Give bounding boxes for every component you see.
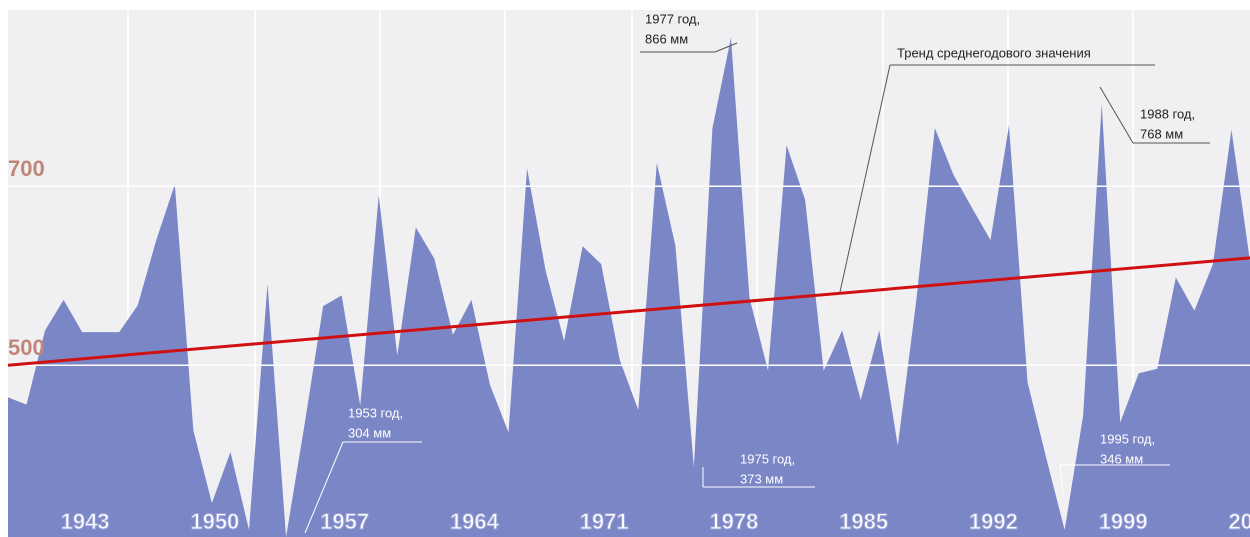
y-tick-label: 700 [8,156,45,181]
x-tick-label: 1964 [450,509,500,534]
annotation-text: 866 мм [645,31,688,46]
annotation-leader [714,42,738,53]
x-tick-label: 1950 [190,509,239,534]
annotation-text: 346 мм [1100,451,1143,466]
y-tick-label: 500 [8,335,45,360]
annotation-leader [1059,464,1064,496]
annotation-leader [1099,86,1134,144]
x-tick-label: 2006 [1228,509,1250,534]
x-tick-label: 1992 [969,509,1018,534]
annotation-leader [839,64,891,293]
annotation-text: 1977 год, [645,11,700,26]
x-tick-label: 1957 [320,509,369,534]
annotation-leader [304,441,344,534]
annotation-text: 1975 год, [740,451,795,466]
x-tick-label: 1978 [709,509,758,534]
area [8,37,1250,537]
x-tick-label: 1943 [61,509,110,534]
trend-label: Тренд среднегодового значения [897,45,1091,60]
annotation-text: 304 мм [348,425,391,440]
x-tick-label: 1999 [1099,509,1148,534]
annotation-text: 373 мм [740,471,783,486]
annotation-text: 1995 год, [1100,431,1155,446]
trend-line [7,256,1250,367]
annotation-text: 1988 год, [1140,106,1195,121]
x-tick-label: 1985 [839,509,888,534]
annotation-text: 768 мм [1140,126,1183,141]
annotation-text: 1953 год, [348,405,403,420]
x-tick-label: 1971 [580,509,629,534]
